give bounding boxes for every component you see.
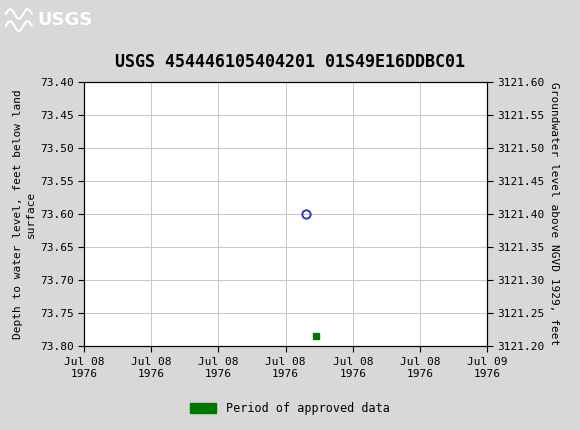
Text: USGS 454446105404201 01S49E16DDBC01: USGS 454446105404201 01S49E16DDBC01 (115, 53, 465, 71)
Text: USGS: USGS (38, 11, 93, 29)
Legend: Period of approved data: Period of approved data (186, 397, 394, 420)
Y-axis label: Depth to water level, feet below land
surface: Depth to water level, feet below land su… (13, 89, 36, 339)
Y-axis label: Groundwater level above NGVD 1929, feet: Groundwater level above NGVD 1929, feet (549, 82, 559, 346)
